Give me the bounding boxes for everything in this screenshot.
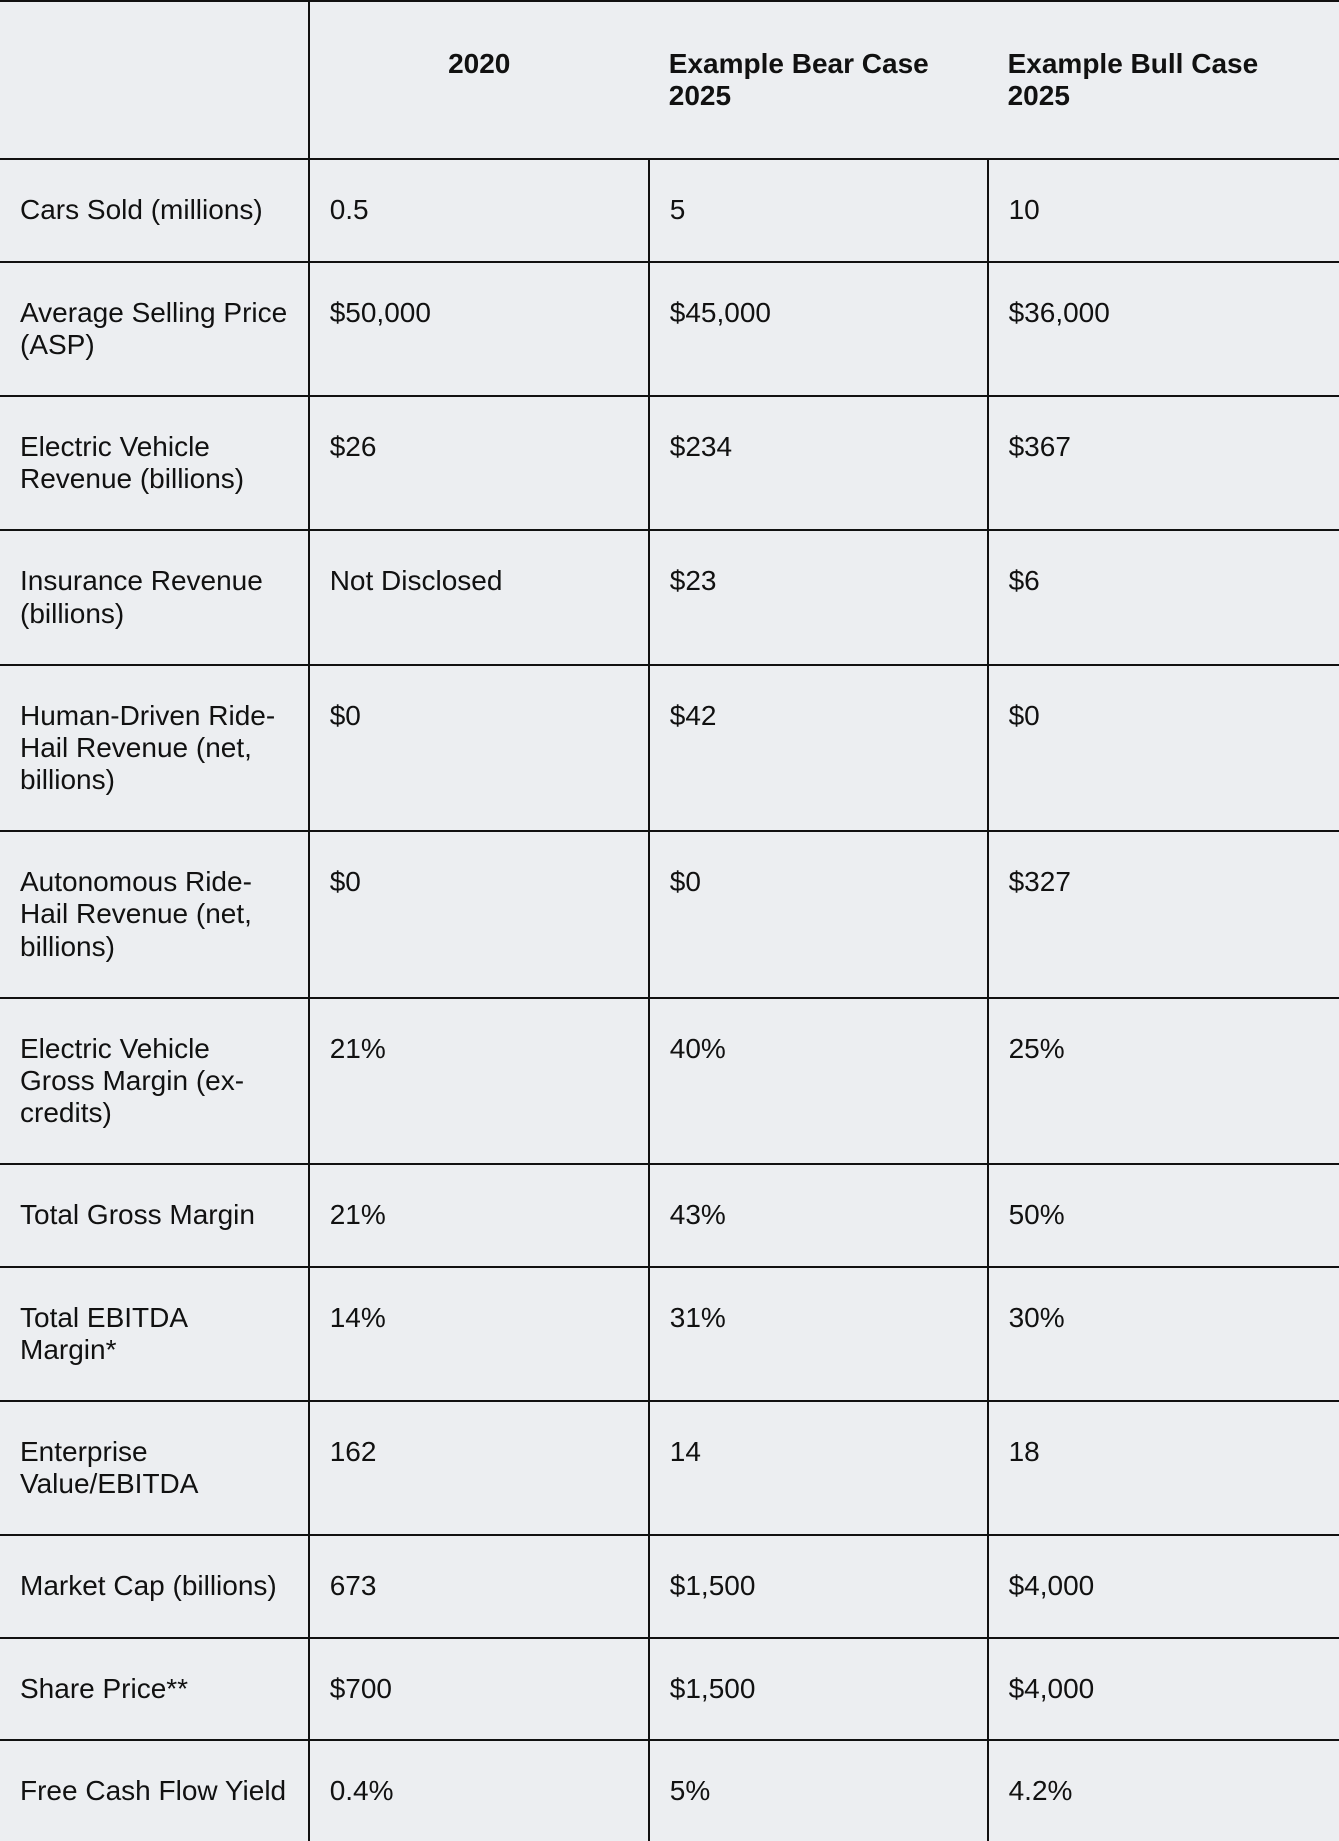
table-row: Human-Driven Ride-Hail Revenue (net, bil…: [0, 665, 1339, 832]
metric-value: $36,000: [988, 262, 1339, 396]
table-header: 2020 Example Bear Case 2025 Example Bull…: [0, 1, 1339, 159]
table-body: Cars Sold (millions)0.5510Average Sellin…: [0, 159, 1339, 1841]
metric-value: $700: [309, 1638, 649, 1740]
metric-value: 50%: [988, 1164, 1339, 1266]
metric-label: Insurance Revenue (billions): [0, 530, 309, 664]
metric-label: Free Cash Flow Yield: [0, 1740, 309, 1841]
metric-value: $0: [649, 831, 988, 998]
metric-value: $0: [309, 831, 649, 998]
metric-label: Average Selling Price (ASP): [0, 262, 309, 396]
metric-value: 14: [649, 1401, 988, 1535]
metric-value: 0.5: [309, 159, 649, 261]
metric-value: $26: [309, 396, 649, 530]
metric-value: 5: [649, 159, 988, 261]
table-row: Free Cash Flow Yield0.4%5%4.2%: [0, 1740, 1339, 1841]
metric-value: 25%: [988, 998, 1339, 1165]
metric-value: 31%: [649, 1267, 988, 1401]
col-header-bear-2025: Example Bear Case 2025: [649, 1, 988, 159]
table-row: Average Selling Price (ASP)$50,000$45,00…: [0, 262, 1339, 396]
metric-value: $0: [309, 665, 649, 832]
metric-value: $1,500: [649, 1535, 988, 1637]
metric-label: Electric Vehicle Revenue (billions): [0, 396, 309, 530]
metric-value: 43%: [649, 1164, 988, 1266]
col-header-metric: [0, 1, 309, 159]
table-row: Electric Vehicle Gross Margin (ex-credit…: [0, 998, 1339, 1165]
table-row: Autonomous Ride-Hail Revenue (net, billi…: [0, 831, 1339, 998]
metric-label: Cars Sold (millions): [0, 159, 309, 261]
table-row: Share Price**$700$1,500$4,000: [0, 1638, 1339, 1740]
metric-value: 40%: [649, 998, 988, 1165]
metric-label: Human-Driven Ride-Hail Revenue (net, bil…: [0, 665, 309, 832]
metric-label: Share Price**: [0, 1638, 309, 1740]
metric-value: $23: [649, 530, 988, 664]
metric-label: Electric Vehicle Gross Margin (ex-credit…: [0, 998, 309, 1165]
metric-value: $4,000: [988, 1535, 1339, 1637]
metric-value: $327: [988, 831, 1339, 998]
table-header-row: 2020 Example Bear Case 2025 Example Bull…: [0, 1, 1339, 159]
table-row: Enterprise Value/EBITDA1621418: [0, 1401, 1339, 1535]
metric-value: 0.4%: [309, 1740, 649, 1841]
table-row: Total EBITDA Margin*14%31%30%: [0, 1267, 1339, 1401]
metric-value: $234: [649, 396, 988, 530]
table-row: Cars Sold (millions)0.5510: [0, 159, 1339, 261]
metric-value: 21%: [309, 1164, 649, 1266]
metric-value: 10: [988, 159, 1339, 261]
table-row: Insurance Revenue (billions)Not Disclose…: [0, 530, 1339, 664]
table-row: Total Gross Margin21%43%50%: [0, 1164, 1339, 1266]
metric-value: $6: [988, 530, 1339, 664]
metric-value: $0: [988, 665, 1339, 832]
metric-value: $42: [649, 665, 988, 832]
metric-value: 162: [309, 1401, 649, 1535]
metric-value: 18: [988, 1401, 1339, 1535]
metric-value: 5%: [649, 1740, 988, 1841]
financial-projection-table: 2020 Example Bear Case 2025 Example Bull…: [0, 0, 1339, 1841]
metric-value: $4,000: [988, 1638, 1339, 1740]
table-row: Market Cap (billions)673$1,500$4,000: [0, 1535, 1339, 1637]
metric-value: $45,000: [649, 262, 988, 396]
metric-label: Market Cap (billions): [0, 1535, 309, 1637]
metric-value: 30%: [988, 1267, 1339, 1401]
metric-label: Total Gross Margin: [0, 1164, 309, 1266]
col-header-bull-2025: Example Bull Case 2025: [988, 1, 1339, 159]
metric-value: $50,000: [309, 262, 649, 396]
table-row: Electric Vehicle Revenue (billions)$26$2…: [0, 396, 1339, 530]
metric-value: 14%: [309, 1267, 649, 1401]
metric-value: Not Disclosed: [309, 530, 649, 664]
metric-value: $367: [988, 396, 1339, 530]
metric-value: 4.2%: [988, 1740, 1339, 1841]
metric-value: $1,500: [649, 1638, 988, 1740]
metric-label: Autonomous Ride-Hail Revenue (net, billi…: [0, 831, 309, 998]
col-header-2020: 2020: [309, 1, 649, 159]
metric-label: Total EBITDA Margin*: [0, 1267, 309, 1401]
metric-value: 673: [309, 1535, 649, 1637]
metric-value: 21%: [309, 998, 649, 1165]
metric-label: Enterprise Value/EBITDA: [0, 1401, 309, 1535]
